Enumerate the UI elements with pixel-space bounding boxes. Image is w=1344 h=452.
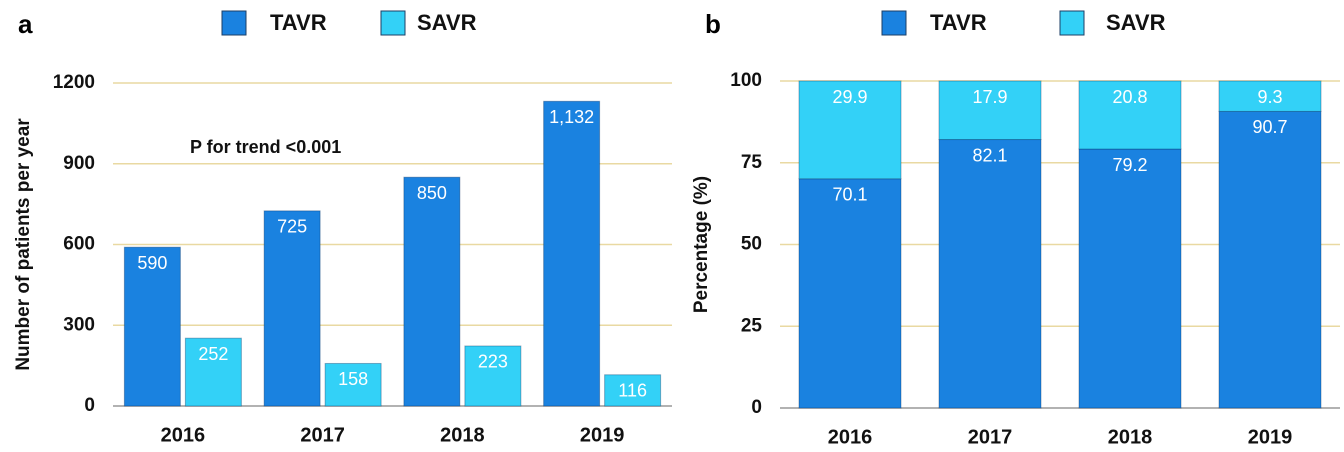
data-label: 17.9	[972, 87, 1007, 107]
y-tick-label: 50	[741, 234, 762, 255]
bar	[938, 80, 1042, 141]
y-tick-label: 25	[741, 315, 763, 336]
bar	[123, 246, 181, 407]
y-tick-label: 600	[63, 234, 95, 255]
panel-label: b	[705, 9, 721, 39]
legend-swatch	[380, 10, 406, 36]
data-label: 1,132	[549, 107, 594, 127]
bar	[324, 362, 382, 407]
data-label: 29.9	[832, 87, 867, 107]
bar	[543, 100, 601, 407]
y-axis-title: Number of patients per year	[13, 118, 34, 371]
bar	[798, 178, 902, 409]
legend-label: SAVR	[1106, 10, 1166, 35]
legend-swatch	[1059, 10, 1085, 36]
data-label: 79.2	[1112, 155, 1147, 175]
annotation: P for trend <0.001	[190, 137, 341, 157]
bar	[604, 374, 662, 407]
legend-label: TAVR	[930, 10, 987, 35]
bar	[403, 176, 461, 407]
data-label: 82.1	[972, 145, 1007, 165]
legend-swatch	[221, 10, 247, 36]
x-tick-label: 2016	[828, 426, 873, 448]
y-tick-label: 75	[741, 152, 763, 173]
x-tick-label: 2019	[1248, 426, 1293, 448]
y-tick-label: 300	[63, 314, 95, 335]
bar	[1218, 110, 1322, 409]
data-label: 252	[198, 344, 228, 364]
y-axis-title: Percentage (%)	[691, 176, 712, 313]
x-tick-label: 2018	[1108, 426, 1153, 448]
data-label: 90.7	[1252, 117, 1287, 137]
y-tick-label: 1200	[53, 72, 95, 93]
bar	[1218, 80, 1322, 112]
bar	[1078, 148, 1182, 409]
data-label: 850	[417, 183, 447, 203]
data-label: 70.1	[832, 185, 867, 205]
data-label: 725	[277, 217, 307, 237]
data-label: 9.3	[1257, 87, 1282, 107]
bar	[938, 139, 1042, 409]
legend-label: SAVR	[417, 10, 477, 35]
data-label: 116	[618, 381, 647, 401]
y-tick-label: 900	[63, 153, 95, 174]
y-tick-label: 0	[84, 395, 95, 416]
bar	[184, 337, 242, 407]
bar	[263, 210, 321, 407]
data-label: 223	[478, 352, 508, 372]
y-tick-label: 100	[730, 70, 762, 91]
panel-label: a	[18, 9, 33, 39]
data-label: 158	[338, 369, 368, 389]
bar	[464, 345, 522, 407]
legend-label: TAVR	[270, 10, 327, 35]
bar	[798, 80, 902, 180]
x-tick-label: 2017	[300, 424, 345, 446]
y-tick-label: 0	[751, 397, 762, 418]
x-tick-label: 2016	[161, 424, 206, 446]
data-label: 590	[137, 253, 167, 273]
bar	[1078, 80, 1182, 150]
data-label: 20.8	[1112, 87, 1147, 107]
x-tick-label: 2019	[580, 424, 625, 446]
legend-swatch	[881, 10, 907, 36]
x-tick-label: 2017	[968, 426, 1013, 448]
x-tick-label: 2018	[440, 424, 485, 446]
